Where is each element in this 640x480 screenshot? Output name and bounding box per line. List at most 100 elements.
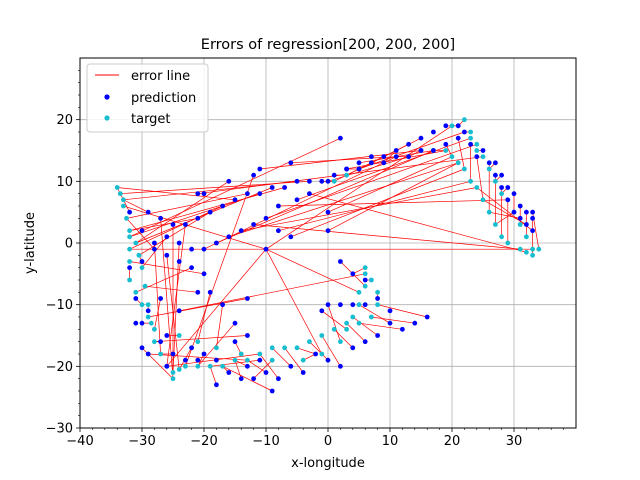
prediction-point [468, 141, 473, 147]
prediction-point [145, 209, 151, 215]
x-tick-label: −30 [128, 434, 155, 449]
target-point [127, 277, 132, 283]
prediction-point [331, 172, 337, 178]
x-tick-label: −40 [66, 434, 93, 449]
target-point [530, 246, 535, 252]
target-point [505, 240, 511, 246]
prediction-point [325, 302, 331, 308]
target-point [300, 357, 306, 363]
prediction-point [232, 197, 238, 203]
prediction-point [195, 289, 201, 295]
error-line [129, 137, 341, 238]
x-tick-label: 20 [444, 434, 461, 449]
target-point [148, 320, 154, 326]
prediction-point [325, 357, 331, 363]
target-point [536, 246, 542, 252]
prediction-point [238, 376, 244, 382]
error-line [321, 310, 347, 330]
target-point [136, 252, 142, 258]
error-line [160, 218, 174, 379]
error-line [309, 193, 527, 253]
prediction-point [232, 320, 238, 326]
error-line [327, 156, 453, 213]
prediction-point [226, 234, 232, 240]
target-point [152, 339, 157, 345]
target-point [462, 117, 467, 123]
error-line [278, 180, 471, 232]
prediction-point [263, 215, 269, 221]
prediction-point [195, 215, 201, 221]
error-line [290, 168, 465, 238]
target-point [319, 333, 325, 338]
target-point [369, 277, 374, 283]
error-line [166, 353, 260, 367]
prediction-point [220, 203, 226, 209]
error-line [253, 359, 273, 379]
target-point [127, 246, 132, 252]
error-line [148, 298, 248, 318]
prediction-point [164, 363, 170, 369]
target-point [139, 302, 145, 308]
x-tick-label: −20 [190, 434, 217, 449]
target-point [245, 357, 250, 363]
error-line [222, 366, 273, 392]
error-line [166, 248, 267, 367]
error-line [172, 242, 180, 373]
error-line [327, 156, 409, 182]
target-point [127, 228, 132, 234]
target-point [517, 246, 523, 252]
error-line [197, 322, 236, 367]
error-line [216, 304, 223, 348]
target-point [474, 148, 480, 153]
target-point [158, 351, 164, 357]
prediction-point [145, 351, 151, 357]
prediction-point [189, 246, 195, 252]
prediction-point [226, 370, 232, 375]
error-line [203, 156, 397, 250]
prediction-point [530, 215, 535, 221]
prediction-point [313, 351, 318, 357]
prediction-point [164, 333, 170, 338]
prediction-point [294, 178, 300, 184]
prediction-point [288, 234, 294, 240]
prediction-points [127, 123, 535, 394]
prediction-point [214, 357, 219, 363]
prediction-point [276, 203, 281, 209]
prediction-point [362, 339, 368, 345]
target-point [486, 209, 492, 215]
legend-box [86, 63, 209, 133]
error-line [346, 150, 446, 170]
target-point [369, 314, 374, 320]
prediction-point [443, 123, 449, 129]
prediction-point [387, 308, 393, 314]
prediction-point [127, 209, 132, 215]
prediction-point [201, 191, 207, 197]
target-point [214, 345, 219, 351]
prediction-point [145, 308, 151, 314]
prediction-point [127, 265, 132, 271]
target-point [480, 197, 486, 203]
prediction-point [133, 320, 139, 326]
legend-target-label: target [131, 112, 171, 127]
prediction-point [139, 320, 145, 326]
prediction-point [139, 345, 145, 351]
error-line [476, 187, 533, 231]
error-line [117, 187, 236, 201]
target-point [468, 135, 473, 141]
prediction-point [276, 376, 281, 382]
prediction-point [170, 351, 176, 357]
prediction-point [319, 308, 325, 314]
target-point [350, 314, 356, 320]
error-line [371, 316, 415, 324]
target-point [449, 154, 455, 160]
prediction-point [245, 296, 250, 301]
error-line [126, 218, 155, 250]
target-point [443, 148, 449, 153]
target-point [493, 222, 498, 227]
prediction-point [201, 271, 207, 277]
error-line [358, 131, 465, 170]
error-line [216, 150, 434, 244]
prediction-point [214, 382, 219, 388]
prediction-point [214, 240, 219, 246]
prediction-point [325, 178, 331, 184]
